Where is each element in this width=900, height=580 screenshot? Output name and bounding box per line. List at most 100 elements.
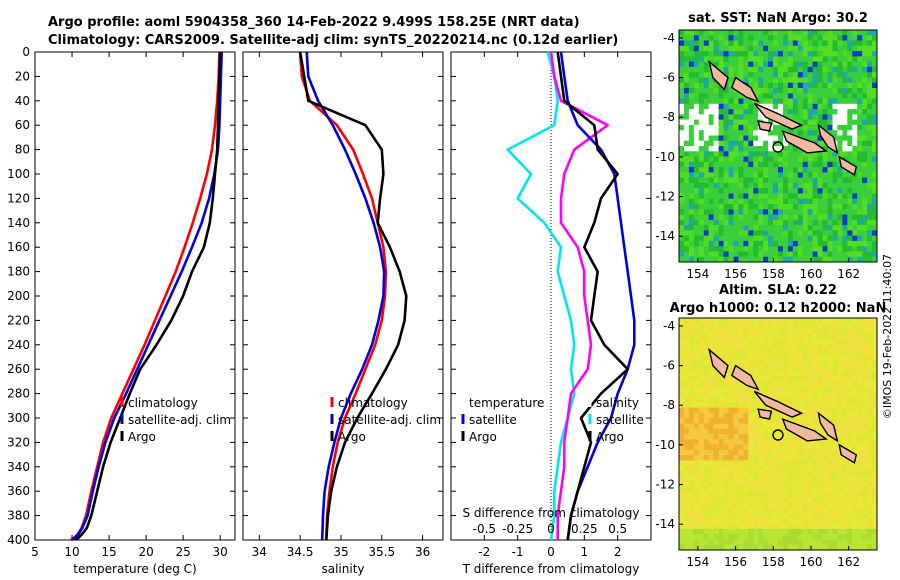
map-cell: [872, 407, 878, 414]
map-cell: [703, 56, 710, 62]
map-cell: [842, 428, 848, 435]
map-cell: [862, 354, 868, 361]
map-cell: [768, 235, 774, 242]
map-cell: [703, 193, 710, 200]
map-x-tick-label: 162: [837, 267, 860, 281]
map-cell: [832, 235, 838, 242]
map-cell: [847, 177, 853, 184]
map-cell: [763, 423, 769, 430]
map-cell: [728, 323, 734, 329]
map-cell: [763, 61, 769, 68]
map-cell: [837, 88, 843, 94]
map-cell: [783, 40, 789, 47]
map-cell: [743, 235, 749, 242]
map-cell: [842, 476, 848, 482]
map-cell: [693, 391, 700, 398]
map-cell: [688, 177, 695, 184]
map-cell: [713, 391, 719, 398]
map-cell: [748, 246, 754, 252]
map-cell: [679, 51, 685, 57]
map-cell: [718, 61, 724, 68]
map-cell: [703, 146, 710, 152]
map-cell: [738, 77, 744, 84]
map-cell: [723, 251, 729, 258]
map-cell: [679, 72, 685, 78]
map-cell: [684, 172, 690, 178]
map-cell: [688, 481, 695, 488]
map-cell: [773, 455, 779, 461]
map-cell: [857, 523, 863, 530]
map-cell: [753, 444, 759, 451]
map-cell: [787, 235, 794, 242]
map-cell: [817, 209, 823, 215]
map-cell: [787, 188, 794, 194]
map-cell: [847, 544, 853, 551]
map-cell: [792, 391, 799, 398]
map-cell: [703, 349, 710, 356]
map-cell: [753, 193, 759, 200]
map-cell: [743, 344, 749, 350]
map-cell: [708, 188, 714, 194]
map-cell: [872, 256, 878, 263]
y-tick-label: 40: [15, 94, 30, 108]
map-cell: [778, 198, 784, 205]
map-cell: [797, 214, 804, 221]
map-cell: [847, 402, 853, 408]
map-cell: [693, 486, 700, 493]
map-cell: [807, 528, 813, 535]
map-cell: [783, 219, 789, 226]
map-cell: [748, 407, 754, 414]
map-cell: [708, 449, 714, 456]
map-cell: [842, 103, 848, 110]
map-cell: [807, 109, 813, 115]
map-cell: [708, 391, 714, 398]
map-cell: [817, 465, 823, 472]
map-cell: [728, 354, 734, 361]
map-cell: [847, 492, 853, 498]
map-cell: [758, 214, 764, 221]
map-cell: [693, 214, 700, 221]
map-cell: [688, 370, 695, 377]
map-cell: [753, 339, 759, 345]
map-cell: [832, 339, 838, 345]
map-cell: [857, 130, 863, 136]
map-cell: [728, 93, 734, 99]
map-cell: [862, 240, 868, 247]
map-cell: [852, 103, 858, 110]
map-cell: [738, 172, 744, 178]
map-cell: [763, 251, 769, 258]
map-cell: [837, 109, 843, 115]
map-cell: [837, 130, 843, 136]
map-cell: [807, 365, 813, 372]
map-cell: [862, 360, 868, 366]
map-cell: [867, 114, 873, 120]
x-tick-label: 15: [101, 545, 116, 559]
map-cell: [857, 40, 863, 47]
map-cell: [862, 534, 868, 540]
map-cell: [733, 140, 739, 147]
map-cell: [802, 381, 809, 387]
map-cell: [817, 177, 823, 184]
map-cell: [783, 66, 789, 73]
map-cell: [773, 439, 779, 445]
map-cell: [807, 449, 813, 456]
map-cell: [822, 72, 828, 78]
map-cell: [787, 444, 794, 451]
map-cell: [867, 146, 873, 152]
map-cell: [847, 109, 853, 115]
map-cell: [842, 193, 848, 200]
map-cell: [748, 476, 754, 482]
map-cell: [758, 35, 764, 41]
credit-text: ©IMOS 19-Feb-2022 11:40:07: [880, 253, 894, 420]
map-cell: [852, 204, 858, 210]
map-cell: [842, 56, 848, 62]
map-cell: [852, 88, 858, 94]
map-cell: [857, 82, 863, 89]
map-cell: [837, 182, 843, 189]
map-cell: [872, 182, 878, 189]
y-tick-label: 360: [7, 484, 30, 498]
map-cell: [862, 151, 868, 157]
map-cell: [698, 376, 705, 382]
map-cell: [679, 214, 685, 221]
y-tick-label: 100: [7, 167, 30, 181]
